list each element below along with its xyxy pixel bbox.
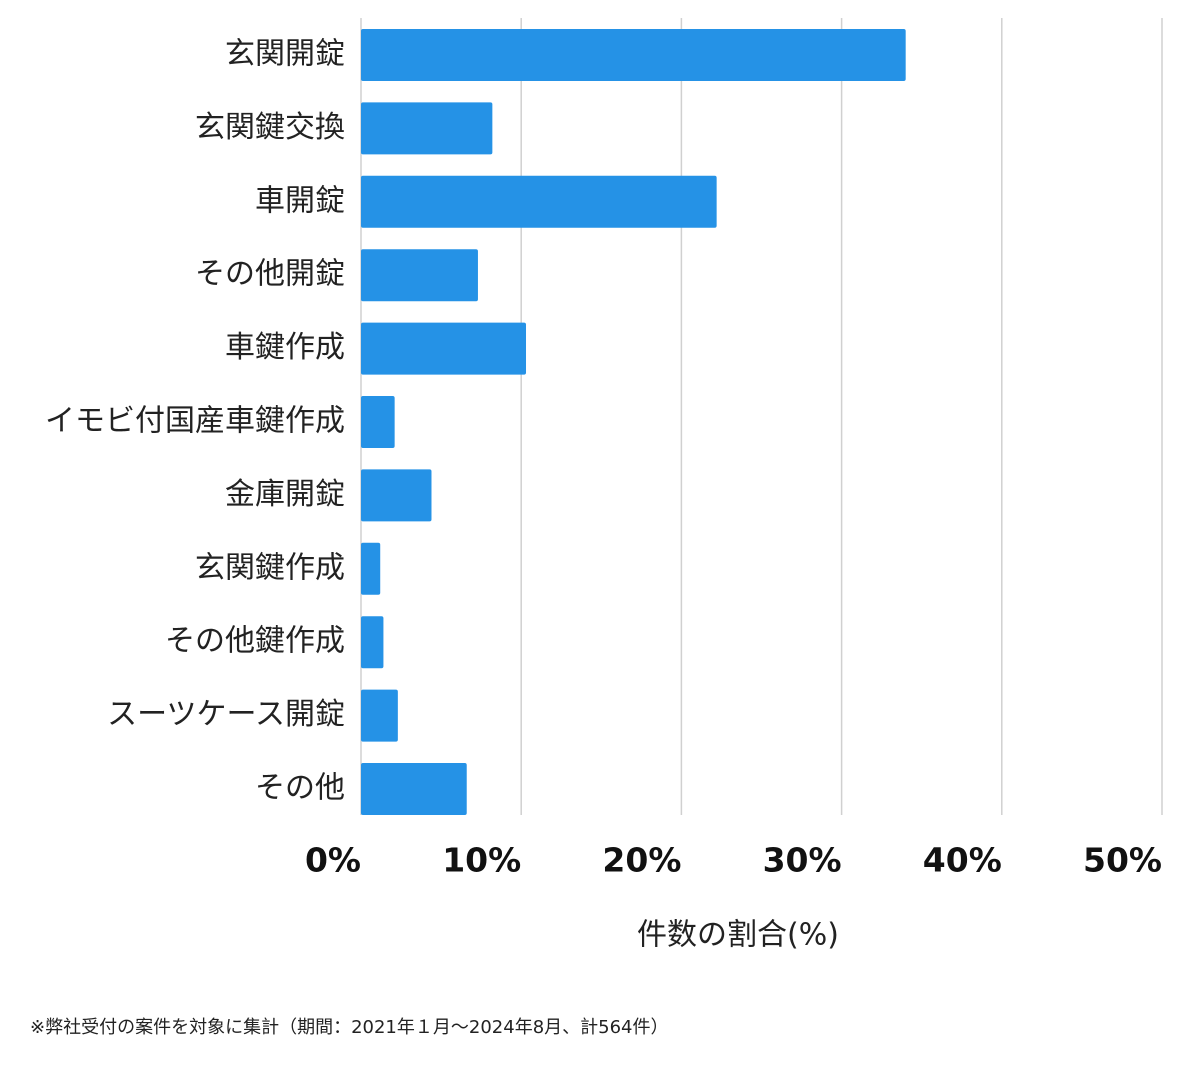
y-tick-label: 玄関鍵交換: [195, 110, 345, 145]
y-tick-label: その他鍵作成: [165, 624, 345, 659]
x-tick-label: 50%: [1083, 841, 1162, 880]
y-tick-label: その他: [255, 771, 345, 806]
bar: [361, 29, 906, 81]
bar: [361, 249, 478, 302]
bar: [361, 469, 432, 522]
footnote: ※弊社受付の案件を対象に集計（期間：2021年１月〜2024年8月、計564件）: [30, 1017, 669, 1038]
y-tick-label: 車開錠: [255, 183, 345, 218]
y-tick-label: 玄関開錠: [225, 37, 345, 72]
bar: [361, 175, 717, 228]
x-tick-label: 30%: [763, 841, 842, 880]
y-tick-label: 金庫開錠: [225, 477, 345, 512]
bar: [361, 396, 395, 448]
y-tick-label: スーツケース開錠: [107, 697, 345, 732]
bar: [361, 689, 398, 742]
x-tick-label: 0%: [305, 841, 361, 880]
bar: [361, 102, 493, 155]
x-tick-label: 10%: [442, 841, 521, 880]
y-tick-label: イモビ付国産車鍵作成: [45, 404, 345, 439]
bar: [361, 322, 527, 375]
x-axis-label: 件数の割合(%): [637, 918, 839, 953]
bar: [361, 616, 384, 669]
y-tick-label: 車鍵作成: [225, 330, 345, 365]
bar: [361, 763, 467, 815]
x-tick-label: 40%: [923, 841, 1002, 880]
x-tick-label: 20%: [602, 841, 681, 880]
y-tick-label: その他開錠: [195, 257, 345, 292]
bar: [361, 542, 381, 595]
y-tick-label: 玄関鍵作成: [195, 550, 345, 585]
